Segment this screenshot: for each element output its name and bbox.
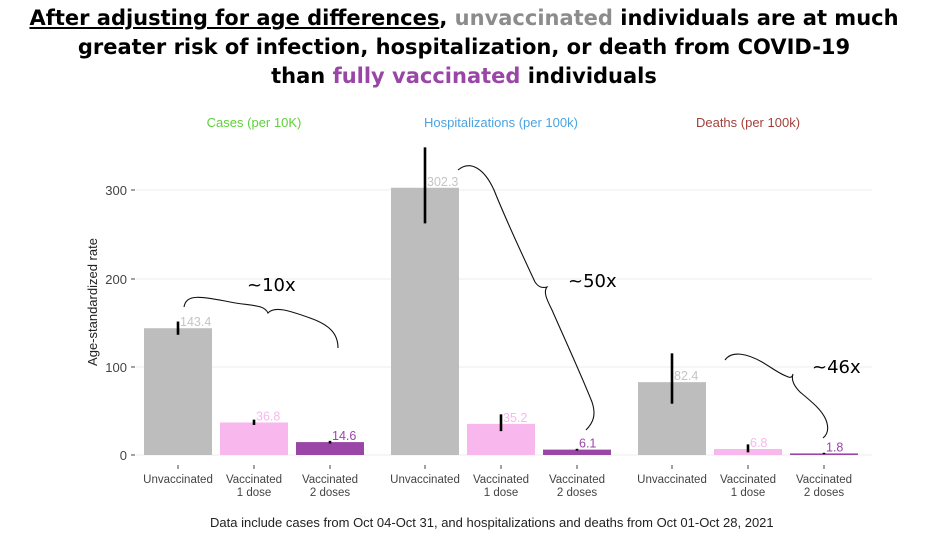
x-tick-label-cases-one-dose: Vaccinated 1 dose <box>226 474 282 499</box>
value-label-cases-two-doses: 14.6 <box>332 429 356 443</box>
title-underlined: After adjusting for age differences <box>29 6 440 30</box>
bar-hospitalizations-unvaccinated <box>391 187 459 456</box>
y-axis-title: Age-standardized rate <box>85 238 100 366</box>
x-tick-label-deaths-unvaccinated: Unvaccinated <box>637 474 707 486</box>
bar-deaths-two-doses <box>790 453 858 455</box>
bar-cases-unvaccinated <box>144 328 212 455</box>
bar-hospitalizations-two-doses <box>543 449 611 455</box>
bar-cases-one-dose <box>220 422 288 455</box>
x-tick-label-deaths-one-dose: Vaccinated 1 dose <box>720 474 776 499</box>
title-unvaccinated: unvaccinated <box>454 6 613 30</box>
y-tick-label-0: 0 <box>120 448 127 463</box>
value-label-deaths-one-dose: 6.8 <box>750 436 767 450</box>
value-label-hospitalizations-unvaccinated: 302.3 <box>427 175 458 189</box>
x-tick-label-cases-unvaccinated: Unvaccinated <box>143 474 213 486</box>
x-tick-label-deaths-two-doses: Vaccinated 2 doses <box>796 474 852 499</box>
title-fully-vaccinated: fully vaccinated <box>332 64 521 88</box>
value-label-hospitalizations-two-doses: 6.1 <box>579 437 596 451</box>
annotation-cases: ~10x <box>247 275 296 296</box>
annotation-hospitalizations: ~50x <box>568 271 617 292</box>
y-tick-label-200: 200 <box>105 272 127 287</box>
y-axis: Age-standardized rate 0 100 200 300 <box>85 183 135 463</box>
title-line-2: greater risk of infection, hospitalizati… <box>77 35 851 59</box>
value-label-hospitalizations-one-dose: 35.2 <box>503 411 527 425</box>
brace-hospitalizations <box>457 165 595 431</box>
x-tick-label-hospitalizations-one-dose: Vaccinated 1 dose <box>473 474 529 499</box>
value-label-cases-unvaccinated: 143.4 <box>180 315 211 329</box>
title-line-3: than fully vaccinated individuals <box>0 62 928 91</box>
panel-title-deaths: Deaths (per 100k) <box>696 115 800 130</box>
title-text-a: individuals are at much <box>620 6 899 30</box>
bar-cases-two-doses <box>296 442 364 455</box>
x-tick-label-hospitalizations-two-doses: Vaccinated 2 doses <box>549 474 605 499</box>
title-comma: , <box>439 6 448 30</box>
chart-marks: 143.4 Unvaccinated 36.8 Vaccinated 1 dose 14.… <box>143 147 858 499</box>
comparison-braces <box>183 165 829 439</box>
panel-title-cases: Cases (per 10K) <box>207 115 302 130</box>
value-label-cases-one-dose: 36.8 <box>256 409 280 423</box>
x-tick-label-hospitalizations-unvaccinated: Unvaccinated <box>390 474 460 486</box>
brace-deaths <box>724 353 829 439</box>
title-line-1: After adjusting for age differences, unv… <box>0 4 928 33</box>
x-tick-label-cases-two-doses: Vaccinated 2 doses <box>302 474 358 499</box>
y-tick-label-100: 100 <box>105 360 127 375</box>
value-label-deaths-two-doses: 1.8 <box>826 440 843 454</box>
value-label-deaths-unvaccinated: 82.4 <box>674 369 698 383</box>
y-tick-label-300: 300 <box>105 183 127 198</box>
title-individuals: individuals <box>527 64 657 88</box>
brace-cases <box>183 296 339 349</box>
chart-title: After adjusting for age differences, unv… <box>0 4 928 91</box>
footnote: Data include cases from Oct 04-Oct 31, a… <box>210 515 774 530</box>
title-than: than <box>271 64 326 88</box>
annotation-deaths: ~46x <box>812 357 861 378</box>
panel-title-hospitalizations: Hospitalizations (per 100k) <box>424 115 578 130</box>
